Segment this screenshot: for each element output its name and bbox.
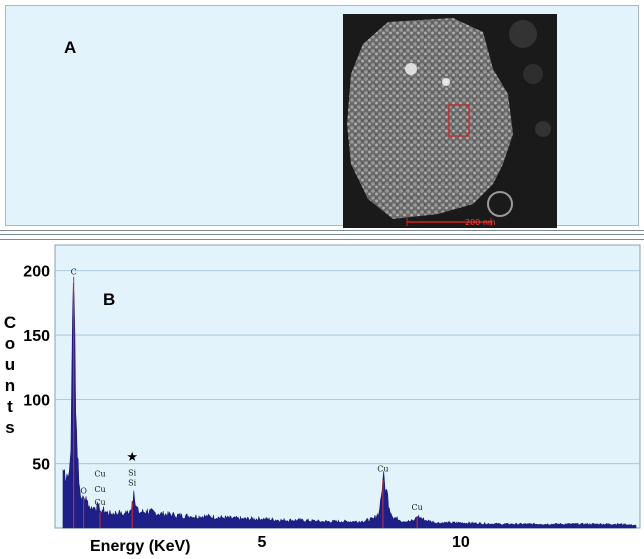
peak-label: Cu [94,498,105,507]
y-axis-label-letter: t [7,397,13,416]
divider-line [0,230,644,231]
y-axis-label-letter: s [5,418,14,437]
peak-label: Si [128,479,136,488]
panel-b-label: B [103,290,115,309]
x-axis-label: Energy (KeV) [90,538,190,555]
peak-label: C [71,268,77,277]
sem-micrograph: 200 nm [343,14,557,228]
panel-a: A 200 nm [5,5,639,228]
y-tick-label: 200 [23,264,50,281]
peak-label: Cu [94,470,105,479]
y-axis-label-letter: n [5,376,15,395]
peak-label: O [80,486,87,495]
scale-bar-label: 200 nm [465,218,496,227]
peak-label: Cu [377,464,388,473]
y-axis-label-letter: o [5,334,15,353]
y-tick-label: 100 [23,392,50,409]
peak-label: Cu [412,503,423,512]
divider-line [0,234,644,235]
y-axis-label-letter: C [4,313,16,332]
star-marker: ★ [126,450,138,465]
x-tick-label: 5 [257,534,266,551]
peak-label: Si [128,468,136,477]
y-tick-label: 150 [23,328,50,345]
divider-line [0,239,644,240]
x-tick-label: 10 [452,534,470,551]
plot-area [54,244,641,529]
y-axis-label-letter: u [5,355,15,374]
panel-a-label: A [64,38,77,57]
peak-label: Cu [94,485,105,494]
spectrum-area [62,282,637,529]
y-tick-label: 50 [32,457,50,474]
